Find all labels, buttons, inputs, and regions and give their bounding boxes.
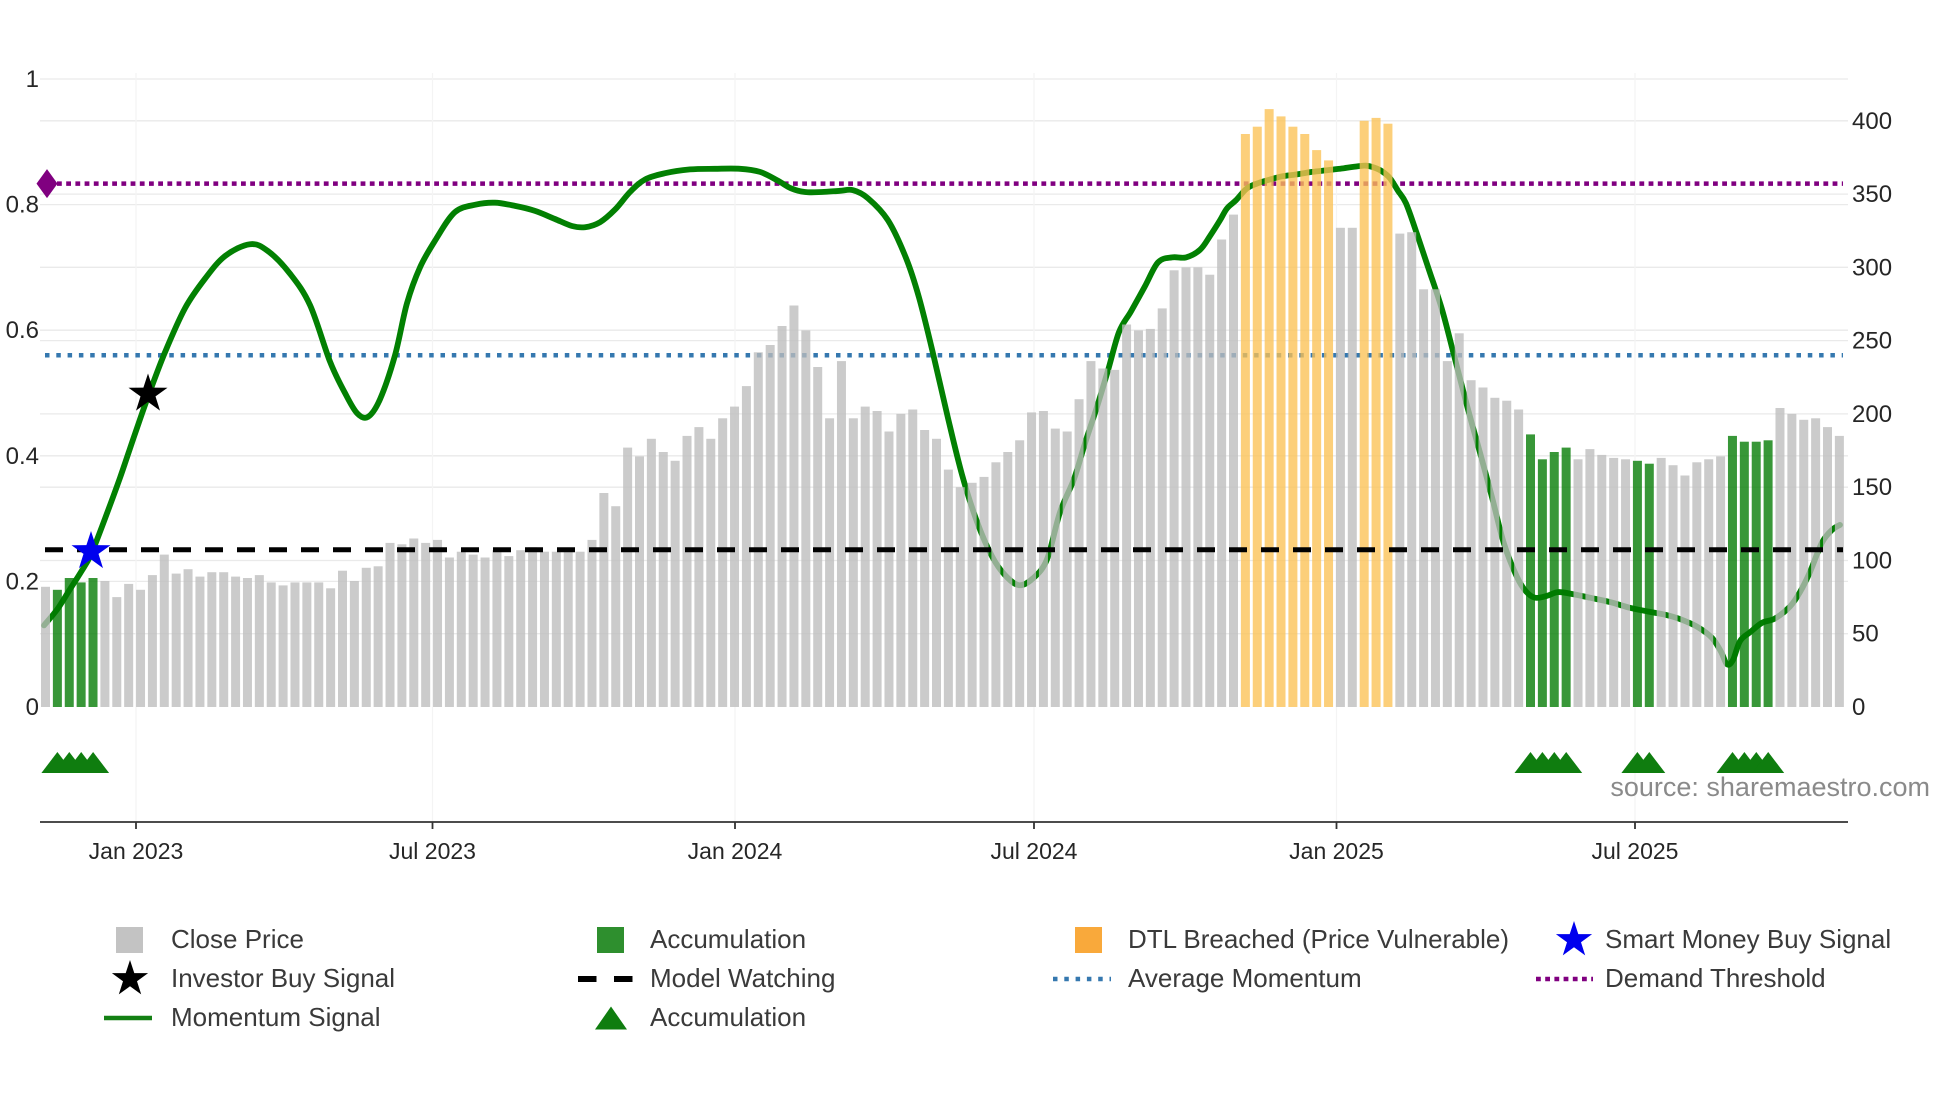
svg-text:Jan 2024: Jan 2024 xyxy=(688,838,783,864)
svg-text:0.8: 0.8 xyxy=(6,192,39,219)
svg-text:Accumulation: Accumulation xyxy=(650,1002,806,1032)
svg-text:DTL Breached (Price Vulnerable: DTL Breached (Price Vulnerable) xyxy=(1128,924,1509,954)
svg-text:150: 150 xyxy=(1852,474,1892,501)
svg-text:0.4: 0.4 xyxy=(6,443,39,470)
svg-text:0.6: 0.6 xyxy=(6,317,39,344)
svg-text:300: 300 xyxy=(1852,254,1892,281)
svg-text:250: 250 xyxy=(1852,328,1892,355)
svg-text:Model Watching: Model Watching xyxy=(650,963,835,993)
svg-text:Average Momentum: Average Momentum xyxy=(1128,963,1362,993)
svg-text:Momentum Signal: Momentum Signal xyxy=(171,1002,381,1032)
svg-text:source: sharemaestro.com: source: sharemaestro.com xyxy=(1610,772,1930,802)
svg-text:0: 0 xyxy=(26,694,39,721)
svg-text:400: 400 xyxy=(1852,108,1892,135)
svg-text:Jul 2025: Jul 2025 xyxy=(1592,838,1679,864)
svg-text:Smart Money Buy Signal: Smart Money Buy Signal xyxy=(1605,924,1891,954)
svg-text:Close Price: Close Price xyxy=(171,924,304,954)
svg-text:50: 50 xyxy=(1852,621,1879,648)
svg-text:Accumulation: Accumulation xyxy=(650,924,806,954)
svg-text:1: 1 xyxy=(26,66,39,93)
svg-text:0: 0 xyxy=(1852,694,1865,721)
svg-text:Jan 2025: Jan 2025 xyxy=(1289,838,1384,864)
svg-text:Jul 2023: Jul 2023 xyxy=(389,838,476,864)
svg-text:Investor Buy Signal: Investor Buy Signal xyxy=(171,963,395,993)
svg-text:100: 100 xyxy=(1852,548,1892,575)
svg-text:350: 350 xyxy=(1852,181,1892,208)
svg-text:200: 200 xyxy=(1852,401,1892,428)
svg-text:0.2: 0.2 xyxy=(6,568,39,595)
svg-text:Jul 2024: Jul 2024 xyxy=(991,838,1078,864)
svg-text:Demand Threshold: Demand Threshold xyxy=(1605,963,1826,993)
svg-text:Jan 2023: Jan 2023 xyxy=(89,838,184,864)
